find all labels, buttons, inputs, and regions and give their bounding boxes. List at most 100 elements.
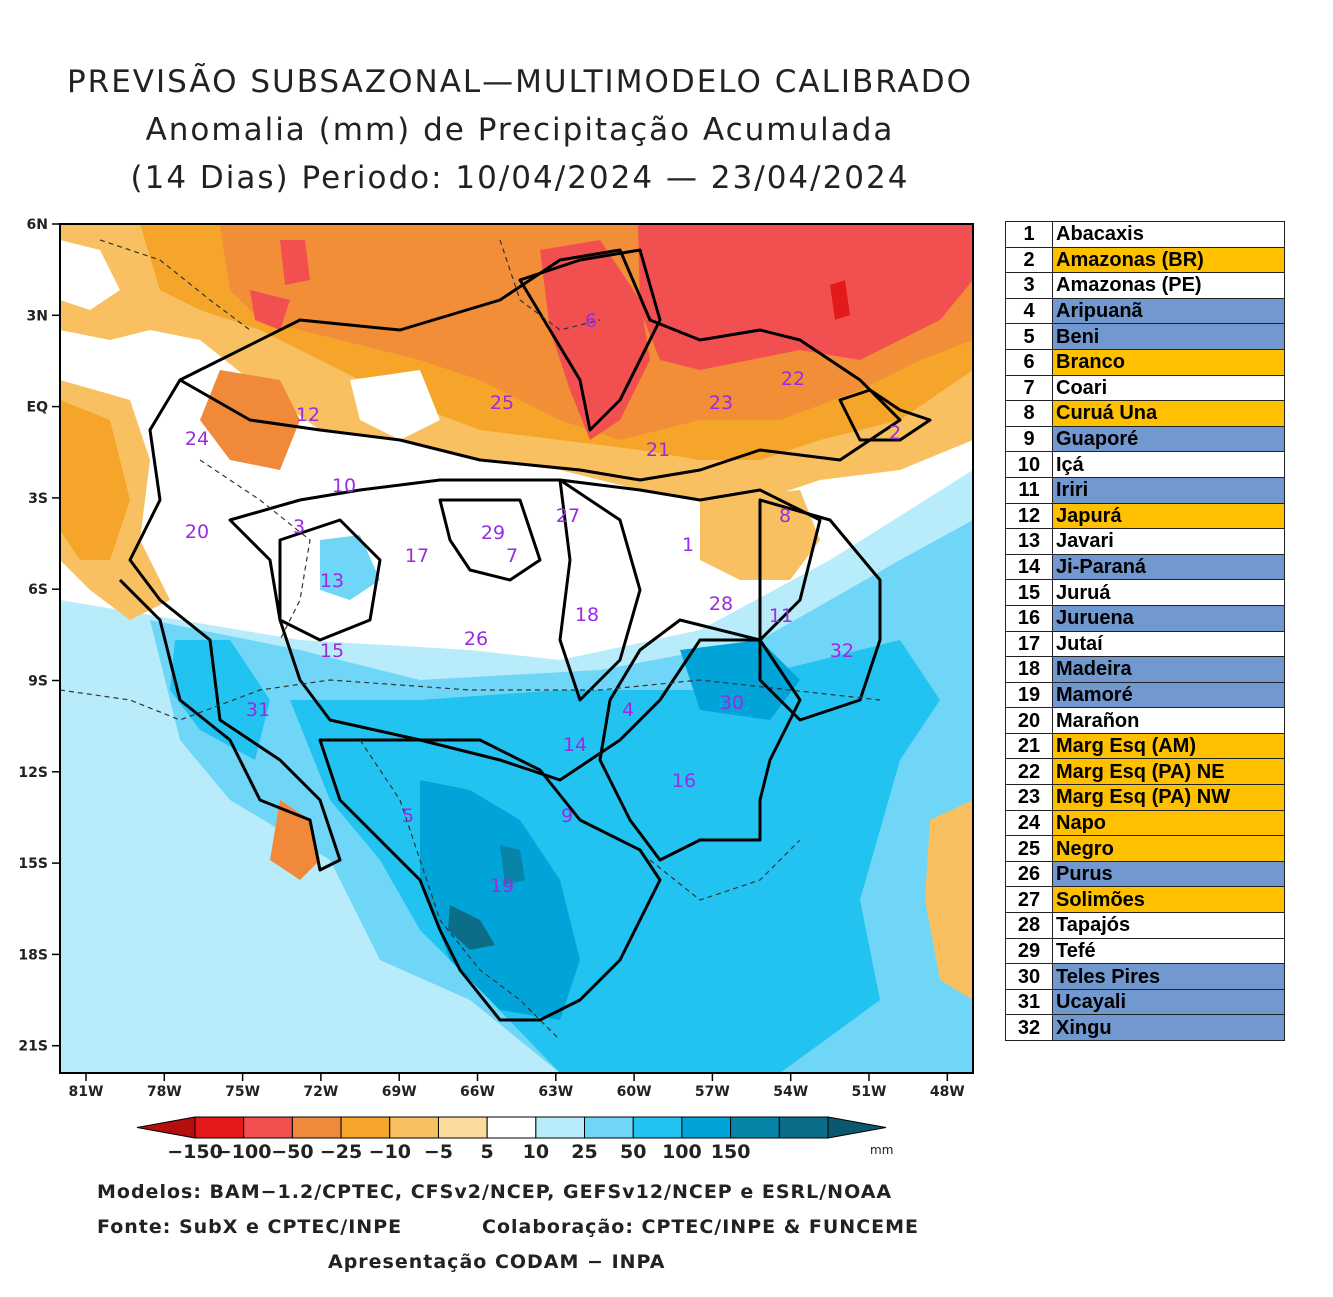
legend-row-name: Javari [1052, 528, 1285, 555]
legend-row: 1 Abacaxis [1005, 221, 1285, 248]
legend-row: 18 Madeira [1005, 656, 1285, 683]
footer-presentation: Apresentação CODAM − INPA [328, 1251, 666, 1273]
legend-row-number: 7 [1005, 374, 1053, 402]
legend-row: 5 Beni [1005, 323, 1285, 350]
basin-number-10: 10 [332, 475, 356, 497]
legend-row-name: Marg Esq (PA) NE [1052, 758, 1285, 786]
lon-label: 51W [852, 1084, 887, 1100]
colorbar-left-arrow [136, 1116, 196, 1139]
lat-label: 9S [28, 674, 48, 690]
legend-row-number: 11 [1005, 476, 1053, 504]
basin-number-21: 21 [646, 439, 670, 461]
legend-row: 11 Iriri [1005, 476, 1285, 504]
legend-row-name: Marañon [1052, 707, 1285, 734]
basin-outlines [118, 248, 932, 1022]
colorbar-segment [584, 1116, 634, 1139]
legend-row: 22 Marg Esq (PA) NE [1005, 758, 1285, 786]
lat-label: 21S [18, 1039, 48, 1055]
legend-row-number: 29 [1005, 937, 1053, 965]
legend-row: 30 Teles Pires [1005, 963, 1285, 990]
legend-row: 4 Aripuanã [1005, 297, 1285, 325]
colorbar-segment [730, 1116, 780, 1139]
colorbar: −150−100 −50 −25 −10 −5 5 10 25 50 100 150 [136, 1116, 887, 1163]
legend-row-name: Juruena [1052, 604, 1285, 632]
colorbar-label: −5 [424, 1141, 453, 1163]
lon-label: 81W [69, 1084, 104, 1100]
legend-row-number: 1 [1005, 221, 1053, 248]
colorbar-label: 10 [523, 1141, 549, 1163]
legend-row-name: Jutaí [1052, 630, 1285, 658]
anomaly-map: 6N 3N EQ 3S 6S 9S 12S 15S 18S 21S 81W 78W 75W 72W 69W… [18, 217, 974, 1163]
lat-label: 3N [27, 308, 48, 324]
basin-number-15: 15 [320, 640, 344, 662]
legend-row-number: 13 [1005, 528, 1053, 555]
legend-row: 23 Marg Esq (PA) NW [1005, 784, 1285, 811]
lon-label: 66W [460, 1084, 495, 1100]
lon-label: 78W [147, 1084, 182, 1100]
legend-row-name: Negro [1052, 835, 1285, 862]
legend-row-name: Beni [1052, 323, 1285, 350]
lon-label: 57W [695, 1084, 730, 1100]
legend-row-number: 17 [1005, 630, 1053, 658]
lat-label: 6S [28, 582, 48, 598]
colorbar-segment [194, 1116, 245, 1139]
basin-number-31: 31 [246, 699, 270, 721]
title-line-1: PREVISÃO SUBSAZONAL—MULTIMODELO CALIBRAD… [66, 64, 974, 100]
legend-row-name: Curuá Una [1052, 400, 1285, 427]
legend-row-name: Purus [1052, 860, 1285, 888]
basin-number-14: 14 [563, 734, 587, 756]
basin-number-13: 13 [320, 570, 344, 592]
basin-number-28: 28 [709, 593, 733, 615]
colorbar-segment [243, 1116, 293, 1139]
footer-collaboration: Colaboração: CPTEC/INPE & FUNCEME [482, 1216, 920, 1238]
legend-row-number: 20 [1005, 707, 1053, 734]
basin-number-18: 18 [575, 604, 599, 626]
colorbar-label: 150 [711, 1141, 751, 1163]
legend-row: 16 Juruena [1005, 604, 1285, 632]
basin-number-20: 20 [185, 521, 209, 543]
legend-row-number: 32 [1005, 1014, 1053, 1041]
colorbar-segment [340, 1116, 391, 1139]
legend-row-name: Xingu [1052, 1014, 1285, 1041]
basin-number-22: 22 [781, 368, 805, 390]
legend-row-number: 27 [1005, 886, 1053, 914]
legend-row: 20 Marañon [1005, 707, 1285, 734]
lat-label: EQ [27, 400, 49, 416]
basin-number-24: 24 [185, 428, 209, 450]
footer-models: Modelos: BAM−1.2/CPTEC, CFSv2/NCEP, GEFS… [97, 1181, 893, 1203]
legend-row-number: 19 [1005, 681, 1053, 709]
basin-number-11: 11 [769, 605, 793, 627]
basin-number-16: 16 [672, 770, 696, 792]
legend-row-name: Iriri [1052, 476, 1285, 504]
legend-row: 28 Tapajós [1005, 912, 1285, 939]
legend-row-number: 24 [1005, 809, 1053, 837]
legend-row-name: Marg Esq (AM) [1052, 732, 1285, 760]
colorbar-right-arrow [827, 1116, 887, 1139]
colorbar-label: 5 [481, 1141, 494, 1163]
legend-row-name: Tefé [1052, 937, 1285, 965]
country-borders [59, 239, 881, 1041]
basin-number-3: 3 [293, 516, 305, 538]
colorbar-label: −10 [369, 1141, 411, 1163]
legend-row-name: Juruá [1052, 579, 1285, 606]
colorbar-label: 50 [620, 1141, 646, 1163]
legend-row-name: Tapajós [1052, 912, 1285, 939]
title-line-3: (14 Dias) Periodo: 10/04/2024 — 23/04/20… [130, 160, 910, 196]
legend-row-name: Teles Pires [1052, 963, 1285, 990]
basin-number-6: 6 [585, 310, 597, 332]
legend-row-name: Solimões [1052, 886, 1285, 914]
legend-row-name: Napo [1052, 809, 1285, 837]
legend-row-name: Japurá [1052, 502, 1285, 530]
legend-row-name: Ji-Paraná [1052, 553, 1285, 581]
colorbar-segment [535, 1116, 586, 1139]
legend-row-number: 23 [1005, 784, 1053, 811]
footer-source: Fonte: SubX e CPTEC/INPE [97, 1216, 403, 1238]
lat-label: 12S [18, 765, 48, 781]
legend-row: 31 Ucayali [1005, 988, 1285, 1016]
lon-label: 75W [225, 1084, 260, 1100]
lon-label: 69W [382, 1084, 417, 1100]
legend-row-number: 2 [1005, 246, 1053, 274]
colorbar-segment [389, 1116, 439, 1139]
basin-number-8: 8 [779, 505, 791, 527]
basin-number-4: 4 [622, 699, 634, 721]
